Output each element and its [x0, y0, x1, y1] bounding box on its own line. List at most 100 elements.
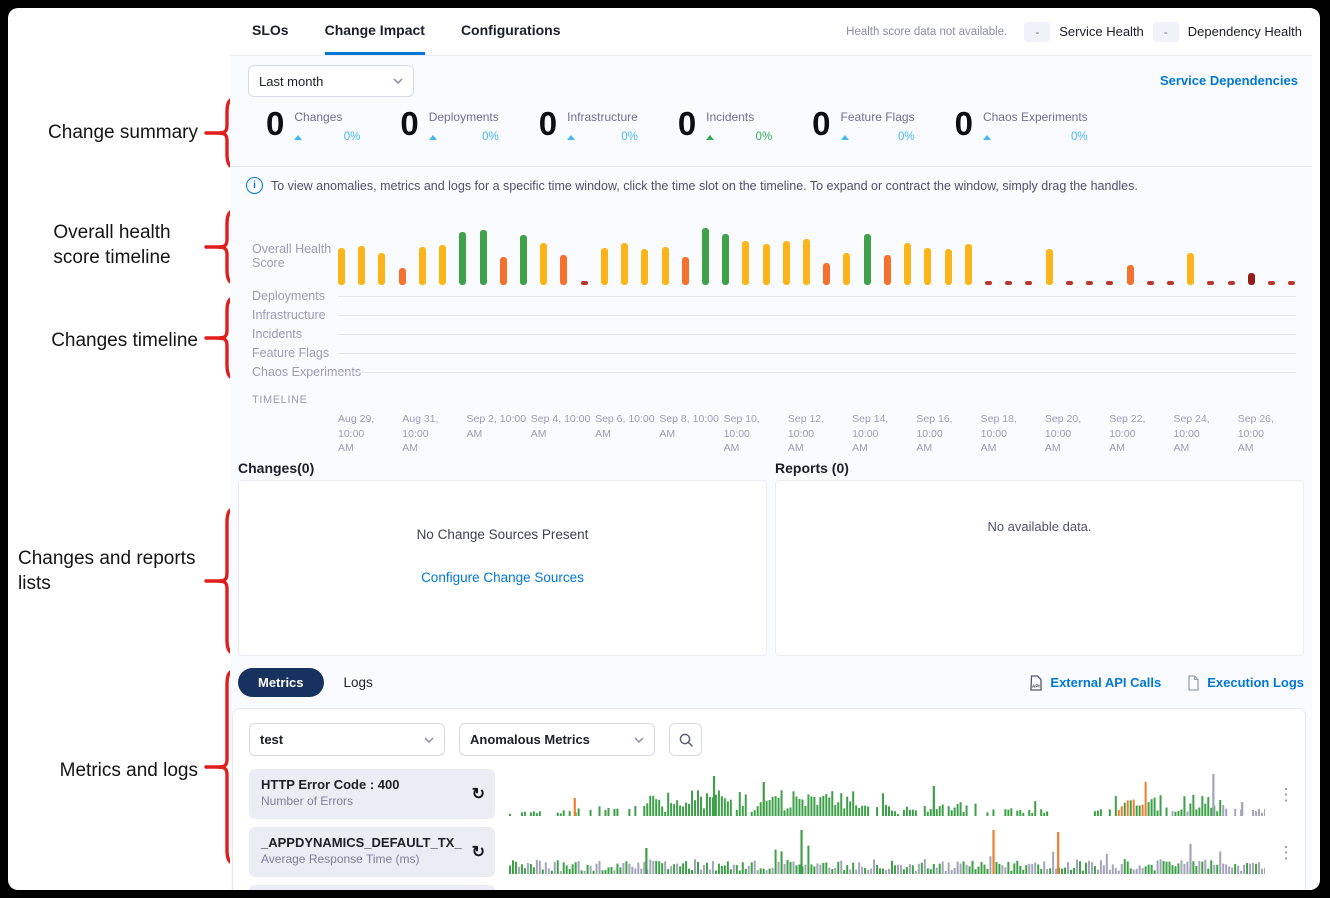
metric-label-card[interactable]: _APPDYNAMICS_DEFAULT_TX_ Average Respons…	[249, 827, 495, 877]
summary-value: 0	[677, 105, 697, 142]
svg-text:API: API	[1032, 683, 1040, 688]
timeline-row-feature-flags[interactable]: Feature Flags	[230, 343, 1296, 362]
summary-value: 0	[400, 105, 419, 142]
dependency-health-badge: -	[1152, 21, 1179, 42]
timeline-date: Sep 20, 10:00 AM	[1044, 413, 1082, 455]
metric-row-http-error-400[interactable]: HTTP Error Code : 400 Number of Errors ↻…	[249, 769, 1297, 819]
metric-row-appdynamics-default-tx[interactable]: _APPDYNAMICS_DEFAULT_TX_ Average Respons…	[249, 827, 1297, 877]
trend-up-icon	[428, 134, 437, 140]
timeline-row-track	[338, 295, 1296, 297]
annotation-brace	[204, 96, 240, 170]
document-icon	[1188, 674, 1199, 691]
annotation-brace	[204, 668, 240, 866]
change-summary-row: 0 Changes 0% 0 Deployments 0%	[266, 105, 1088, 143]
summary-value: 0	[812, 105, 831, 142]
time-range-value: Last month	[259, 73, 324, 89]
dependency-health-label: Dependency Health	[1187, 24, 1302, 39]
kebab-menu-icon[interactable]: ⋮	[1277, 784, 1295, 804]
timeline-row-track	[338, 352, 1296, 354]
summary-label: Incidents	[706, 110, 755, 124]
top-tab-bar: SLOs Change Impact Configurations Health…	[230, 8, 1312, 56]
summary-percent: 0%	[1071, 131, 1088, 143]
metric-sparkline-chart	[509, 774, 1265, 816]
summary-item-feature-flags: 0 Feature Flags 0%	[812, 105, 915, 143]
timeline-row-infrastructure[interactable]: Infrastructure	[230, 305, 1296, 324]
execution-logs-link[interactable]: Execution Logs	[1187, 674, 1304, 691]
search-icon	[679, 733, 693, 747]
service-health-badge: -	[1024, 21, 1051, 42]
chevron-down-icon	[634, 736, 644, 743]
timeline-row-incidents[interactable]: Incidents	[230, 324, 1296, 343]
summary-percent: 0%	[621, 131, 638, 143]
execution-logs-label: Execution Logs	[1207, 675, 1304, 690]
changes-panel: No Change Sources Present Configure Chan…	[238, 480, 767, 656]
metric-label-card[interactable]: HTTP Error Code : 400 Number of Errors ↻	[249, 769, 495, 819]
timeline-date: Sep 2, 10:00 AM	[466, 413, 527, 440]
summary-item-deployments: 0 Deployments 0%	[400, 105, 499, 143]
summary-percent: 0%	[897, 131, 915, 143]
metric-row-partial	[249, 885, 495, 890]
summary-value: 0	[954, 105, 973, 142]
timeline-date: Aug 29, 10:00 AM	[338, 413, 375, 455]
changes-panel-title: Changes(0)	[238, 460, 315, 476]
info-icon	[246, 177, 263, 194]
timeline-row-chaos-experiments[interactable]: Chaos Experiments	[230, 362, 1296, 381]
summary-item-changes: 0 Changes 0%	[266, 105, 360, 143]
timeline-row-deployments[interactable]: Deployments	[230, 286, 1296, 305]
overall-health-score-chart[interactable]	[338, 223, 1296, 285]
timeline-axis-label: TIMELINE	[252, 394, 308, 406]
summary-label: Changes	[294, 110, 343, 124]
timeline-date: Sep 12, 10:00 AM	[787, 413, 825, 455]
search-button[interactable]	[669, 723, 702, 756]
trend-up-icon	[567, 134, 576, 140]
timeline-date: Sep 14, 10:00 AM	[852, 413, 889, 455]
metric-rows: HTTP Error Code : 400 Number of Errors ↻…	[249, 769, 1297, 890]
health-score-note: Health score data not available.	[846, 25, 1008, 38]
annotation-change-summary: Change summary	[48, 122, 198, 143]
summary-item-incidents: 0 Incidents 0%	[677, 105, 773, 143]
annotation-metrics-and-logs: Metrics and logs	[59, 760, 198, 781]
tab-slos[interactable]: SLOs	[252, 22, 289, 38]
timeline-row-label: Incidents	[252, 326, 303, 341]
external-api-calls-label: External API Calls	[1050, 675, 1162, 690]
metric-subtitle: Average Response Time (ms)	[261, 852, 420, 866]
kebab-menu-icon[interactable]: ⋮	[1277, 842, 1295, 862]
tab-metrics[interactable]: Metrics	[238, 668, 324, 697]
metric-filter-select[interactable]: Anomalous Metrics	[459, 723, 655, 756]
service-dependencies-link[interactable]: Service Dependencies	[1159, 73, 1298, 88]
timeline-date: Sep 18, 10:00 AM	[980, 413, 1017, 455]
time-range-select[interactable]: Last month	[248, 65, 414, 97]
metric-filter-value: Anomalous Metrics	[470, 732, 590, 747]
service-health-label: Service Health	[1059, 24, 1144, 39]
summary-item-infrastructure: 0 Infrastructure 0%	[539, 107, 638, 143]
refresh-icon: ↻	[471, 786, 485, 803]
timeline-date: Sep 16, 10:00 AM	[916, 413, 953, 455]
info-text: To view anomalies, metrics and logs for …	[271, 178, 1138, 193]
changes-empty-text: No Change Sources Present	[416, 527, 589, 542]
summary-divider	[230, 166, 1312, 167]
tab-logs[interactable]: Logs	[343, 675, 373, 690]
metric-title: HTTP Error Code : 400	[261, 777, 400, 792]
timeline-row-label: Feature Flags	[252, 345, 330, 360]
overall-health-score-label: Overall Health Score	[252, 242, 332, 270]
tab-change-impact[interactable]: Change Impact	[324, 8, 425, 55]
dashboard-app: SLOs Change Impact Configurations Health…	[230, 8, 1312, 890]
external-api-calls-link[interactable]: API External API Calls	[1029, 674, 1162, 691]
content-area: Last month Service Dependencies 0 Change…	[230, 56, 1312, 890]
summary-percent: 0%	[755, 131, 773, 143]
health-score-summary: Health score data not available. - Servi…	[846, 8, 1312, 55]
reports-panel: No available data.	[775, 480, 1304, 656]
annotation-brace	[204, 506, 240, 656]
timeline-row-track	[338, 314, 1296, 316]
configure-change-sources-link[interactable]: Configure Change Sources	[421, 570, 584, 585]
summary-value: 0	[266, 105, 285, 142]
tab-configurations[interactable]: Configurations	[460, 22, 561, 38]
summary-item-chaos-experiments: 0 Chaos Experiments 0%	[954, 105, 1088, 143]
summary-label: Chaos Experiments	[982, 110, 1088, 124]
summary-percent: 0%	[482, 131, 499, 143]
metric-sparkline-chart	[509, 830, 1265, 874]
metrics-panel: test Anomalous Metrics	[232, 708, 1306, 890]
service-filter-select[interactable]: test	[249, 723, 445, 756]
timeline-row-label: Deployments	[252, 288, 325, 303]
service-filter-value: test	[260, 732, 284, 747]
